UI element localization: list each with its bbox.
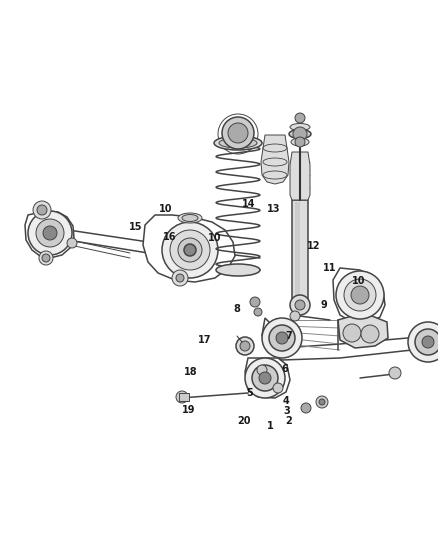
Bar [292, 200, 308, 300]
Circle shape [39, 251, 53, 265]
Circle shape [295, 137, 305, 147]
Circle shape [361, 325, 379, 343]
Circle shape [262, 318, 302, 358]
Text: 18: 18 [184, 367, 198, 376]
Circle shape [319, 399, 325, 405]
Circle shape [250, 297, 260, 307]
Text: 10: 10 [208, 233, 221, 243]
Polygon shape [338, 316, 388, 348]
Circle shape [184, 244, 196, 256]
Text: 1: 1 [267, 422, 274, 431]
Text: 20: 20 [238, 416, 251, 426]
Circle shape [295, 113, 305, 123]
Circle shape [415, 329, 438, 355]
Circle shape [290, 295, 310, 315]
Polygon shape [245, 358, 290, 398]
Circle shape [343, 324, 361, 342]
Polygon shape [143, 215, 235, 282]
Circle shape [257, 365, 267, 375]
Ellipse shape [290, 124, 310, 131]
Circle shape [37, 205, 47, 215]
Text: 9: 9 [321, 300, 328, 310]
Circle shape [240, 341, 250, 351]
Circle shape [336, 271, 384, 319]
Circle shape [276, 332, 288, 344]
Circle shape [67, 238, 77, 248]
Circle shape [351, 286, 369, 304]
Text: 6: 6 [281, 365, 288, 374]
Text: 11: 11 [323, 263, 336, 273]
Circle shape [273, 383, 283, 393]
Circle shape [408, 322, 438, 362]
Circle shape [293, 127, 307, 141]
Text: 2: 2 [286, 416, 293, 425]
Circle shape [245, 358, 285, 398]
Text: 7: 7 [286, 331, 293, 341]
Ellipse shape [216, 264, 260, 276]
Text: 16: 16 [163, 232, 177, 242]
Circle shape [172, 270, 188, 286]
Text: 10: 10 [159, 204, 172, 214]
Text: 19: 19 [182, 406, 195, 415]
Circle shape [236, 337, 254, 355]
Circle shape [42, 254, 50, 262]
Circle shape [295, 300, 305, 310]
Ellipse shape [178, 213, 202, 223]
Ellipse shape [291, 138, 309, 146]
Ellipse shape [289, 130, 311, 139]
Polygon shape [262, 318, 430, 360]
Text: 5: 5 [246, 389, 253, 398]
Circle shape [36, 219, 64, 247]
Text: 4: 4 [282, 396, 289, 406]
Text: 17: 17 [198, 335, 212, 345]
Circle shape [178, 238, 202, 262]
Text: 14: 14 [242, 199, 255, 208]
Circle shape [254, 308, 262, 316]
Circle shape [269, 325, 295, 351]
Circle shape [33, 201, 51, 219]
Circle shape [316, 396, 328, 408]
Circle shape [301, 403, 311, 413]
Circle shape [28, 211, 72, 255]
Circle shape [252, 365, 278, 391]
Ellipse shape [182, 214, 198, 222]
Text: 13: 13 [267, 205, 280, 214]
Circle shape [43, 226, 57, 240]
Circle shape [290, 311, 300, 321]
Text: 15: 15 [129, 222, 142, 231]
Circle shape [176, 274, 184, 282]
Circle shape [344, 279, 376, 311]
Circle shape [222, 117, 254, 149]
Circle shape [389, 367, 401, 379]
Polygon shape [333, 268, 385, 323]
Circle shape [422, 336, 434, 348]
Text: 3: 3 [283, 406, 290, 416]
Text: 12: 12 [307, 241, 320, 251]
Text: 10: 10 [353, 277, 366, 286]
Polygon shape [25, 211, 74, 258]
Bar [295, 202, 300, 298]
Circle shape [228, 123, 248, 143]
Ellipse shape [219, 138, 257, 148]
Circle shape [259, 372, 271, 384]
Ellipse shape [214, 136, 262, 150]
Circle shape [162, 222, 218, 278]
Circle shape [170, 230, 210, 270]
Circle shape [176, 391, 188, 403]
Bar [179, 393, 189, 401]
Polygon shape [290, 152, 310, 200]
Polygon shape [261, 135, 289, 184]
Text: 8: 8 [233, 304, 240, 314]
